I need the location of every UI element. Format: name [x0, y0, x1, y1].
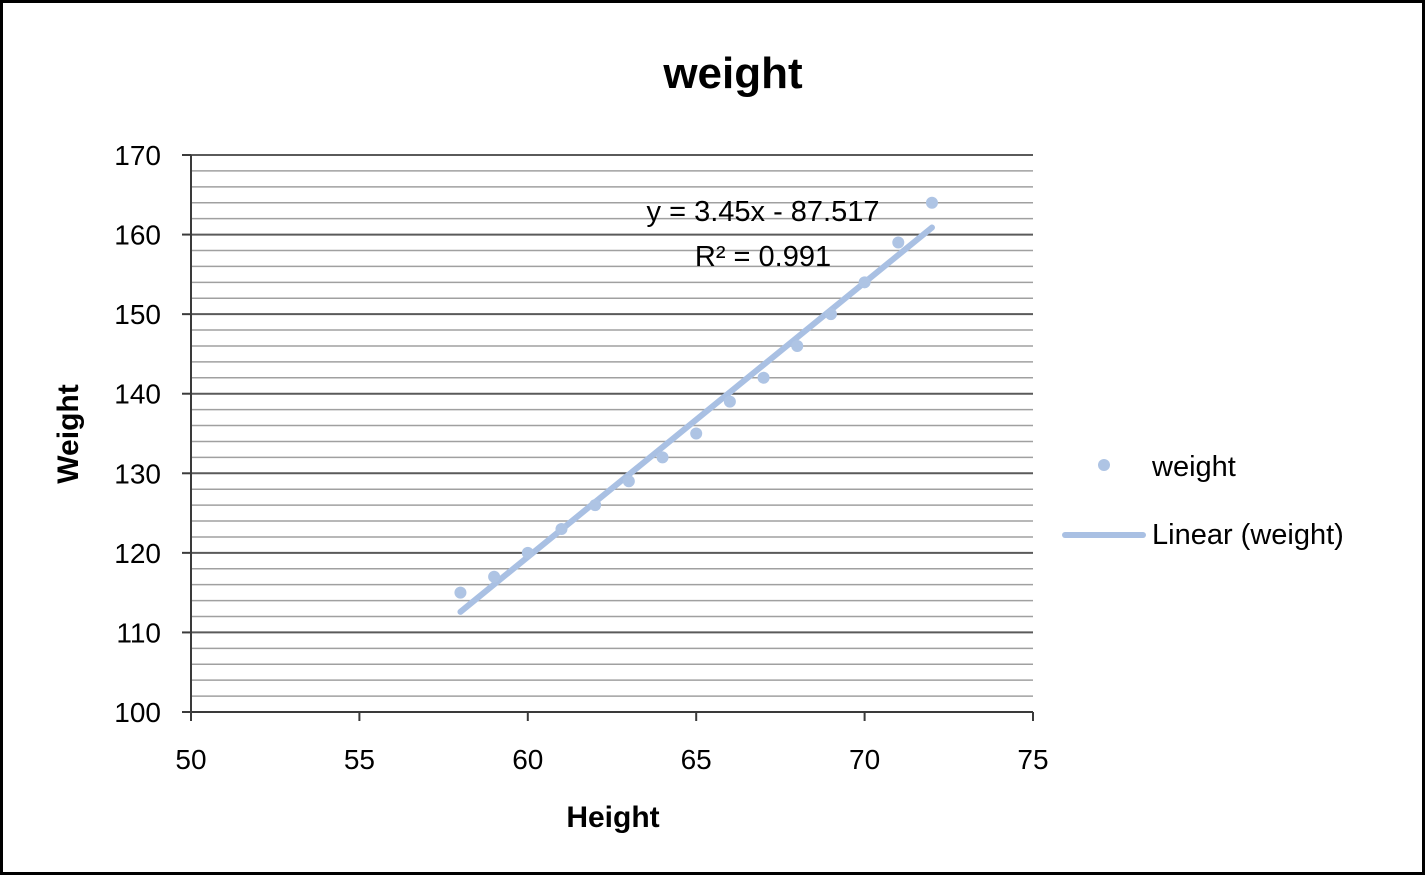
x-tick-label: 75 [1017, 744, 1048, 775]
trendline-r-squared: R² = 0.991 [695, 241, 831, 273]
trendline-layer [457, 224, 935, 615]
data-point [892, 236, 905, 249]
data-point [454, 586, 467, 599]
data-point [622, 475, 635, 488]
data-point [824, 308, 837, 321]
gridlines [191, 154, 1033, 697]
y-tick-label: 160 [114, 220, 161, 251]
legend-label-weight: weight [1151, 451, 1236, 483]
legend-label-linear: Linear (weight) [1152, 519, 1344, 551]
x-tick-label: 60 [512, 744, 543, 775]
y-tick-label: 110 [116, 617, 161, 648]
y-tick-label: 130 [114, 458, 161, 489]
chart-title: weight [662, 49, 803, 98]
data-points [454, 196, 938, 599]
y-tick-label: 140 [114, 379, 161, 410]
data-point [555, 522, 568, 535]
trendline [457, 224, 935, 615]
data-point [488, 570, 501, 583]
y-tick-label: 120 [114, 538, 161, 569]
legend-marker-weight [1098, 459, 1110, 471]
x-axis-title: Height [566, 801, 659, 834]
data-point [656, 451, 669, 464]
x-tick-label: 50 [175, 744, 206, 775]
y-tick-label: 100 [114, 697, 161, 728]
data-point [925, 196, 938, 209]
data-point [589, 499, 602, 512]
x-tick-label: 70 [849, 744, 880, 775]
data-point [757, 371, 770, 384]
data-point [690, 427, 703, 440]
axes [182, 154, 1034, 721]
x-tick-labels: 50 55 60 65 70 75 [175, 744, 1048, 775]
x-tick-label: 65 [681, 744, 712, 775]
legend: weight Linear (weight) [1062, 451, 1344, 551]
y-tick-label: 170 [114, 140, 161, 171]
y-tick-labels: 100 110 120 130 140 150 160 170 [114, 140, 161, 728]
trendline-equation: y = 3.45x - 87.517 [647, 196, 880, 228]
data-point [521, 546, 534, 559]
x-tick-label: 55 [344, 744, 375, 775]
y-axis-title: Weight [52, 384, 85, 483]
y-tick-label: 150 [114, 299, 161, 330]
data-point [723, 395, 736, 408]
data-point [858, 276, 871, 289]
data-point [791, 339, 804, 352]
